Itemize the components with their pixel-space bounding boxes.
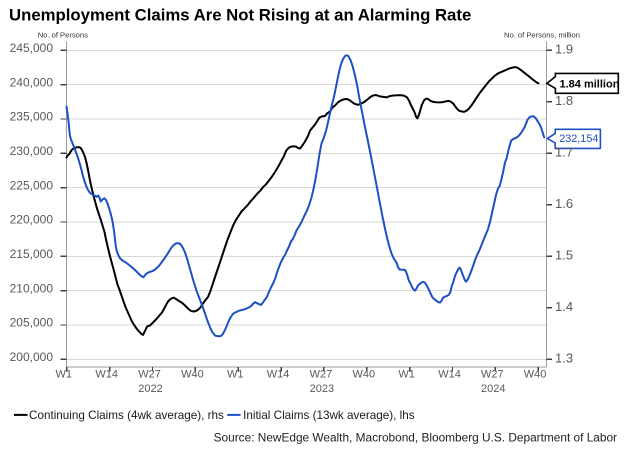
svg-text:235,000: 235,000 <box>10 110 54 124</box>
svg-text:230,000: 230,000 <box>10 144 54 158</box>
svg-text:W27: W27 <box>310 369 333 381</box>
svg-text:W27: W27 <box>481 369 504 381</box>
svg-text:2024: 2024 <box>481 383 505 395</box>
svg-text:W1: W1 <box>227 369 244 381</box>
svg-text:W1: W1 <box>56 369 73 381</box>
svg-text:Source: NewEdge Wealth, Macrob: Source: NewEdge Wealth, Macrobond, Bloom… <box>214 430 617 444</box>
svg-text:232,154: 232,154 <box>559 133 598 145</box>
svg-text:225,000: 225,000 <box>10 178 54 192</box>
svg-text:1.7: 1.7 <box>555 145 573 160</box>
svg-text:Initial Claims (13wk average),: Initial Claims (13wk average), lhs <box>243 409 415 422</box>
svg-text:2023: 2023 <box>310 383 334 395</box>
svg-text:Unemployment Claims Are Not Ri: Unemployment Claims Are Not Rising at an… <box>9 5 471 24</box>
svg-text:1.9: 1.9 <box>555 42 573 57</box>
svg-text:245,000: 245,000 <box>10 41 54 55</box>
svg-text:2022: 2022 <box>138 383 162 395</box>
svg-text:W40: W40 <box>181 369 204 381</box>
svg-text:W27: W27 <box>138 369 161 381</box>
svg-text:1.3: 1.3 <box>555 351 573 366</box>
svg-text:W14: W14 <box>95 369 118 381</box>
svg-text:240,000: 240,000 <box>10 75 54 89</box>
svg-text:W1: W1 <box>398 369 415 381</box>
svg-text:220,000: 220,000 <box>10 213 54 227</box>
svg-text:1.84 million: 1.84 million <box>560 78 620 90</box>
svg-text:1.5: 1.5 <box>555 248 573 263</box>
svg-text:200,000: 200,000 <box>10 350 54 364</box>
svg-text:W40: W40 <box>524 369 547 381</box>
svg-text:1.4: 1.4 <box>555 299 573 314</box>
svg-text:W40: W40 <box>352 369 375 381</box>
svg-text:1.6: 1.6 <box>555 196 573 211</box>
svg-text:W14: W14 <box>438 369 461 381</box>
svg-text:Continuing Claims (4wk average: Continuing Claims (4wk average), rhs <box>29 409 224 422</box>
svg-text:No. of Persons, million: No. of Persons, million <box>504 30 580 39</box>
svg-text:No. of Persons: No. of Persons <box>38 30 88 39</box>
svg-text:W14: W14 <box>267 369 290 381</box>
svg-text:210,000: 210,000 <box>10 281 54 295</box>
svg-text:205,000: 205,000 <box>10 316 54 330</box>
svg-text:215,000: 215,000 <box>10 247 54 261</box>
svg-text:1.8: 1.8 <box>555 93 573 108</box>
